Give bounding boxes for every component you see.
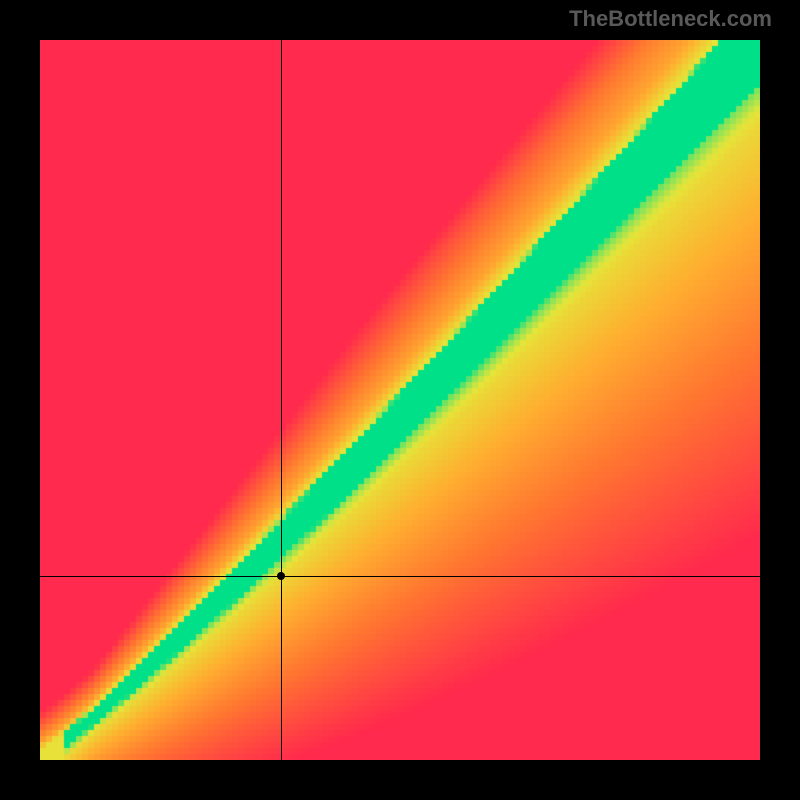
crosshair-vertical-line xyxy=(281,40,282,760)
bottleneck-heatmap xyxy=(40,40,760,760)
selection-marker-dot xyxy=(277,572,285,580)
crosshair-horizontal-line xyxy=(40,576,760,577)
plot-area xyxy=(40,40,760,760)
watermark-text: TheBottleneck.com xyxy=(569,6,772,32)
